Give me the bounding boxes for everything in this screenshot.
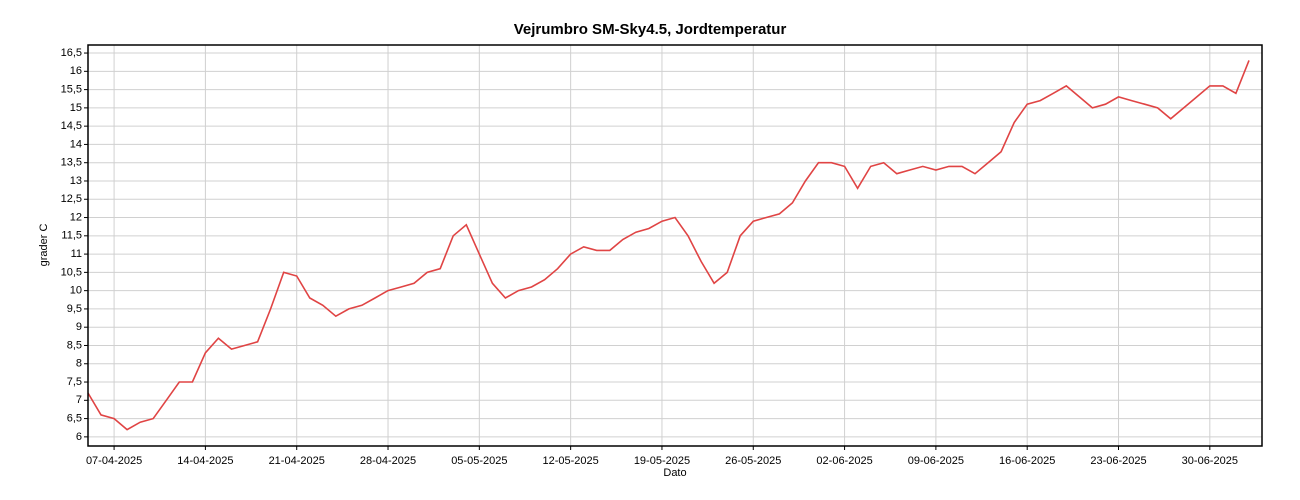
y-tick-label: 8,5 bbox=[67, 339, 82, 351]
plot-frame bbox=[87, 44, 1263, 447]
y-tick-label: 7,5 bbox=[67, 376, 82, 388]
x-tick-label: 19-05-2025 bbox=[634, 455, 690, 467]
y-tick-label: 14 bbox=[70, 138, 82, 150]
y-tick-label: 7 bbox=[76, 394, 82, 406]
y-tick-label: 10,5 bbox=[61, 266, 82, 278]
x-tick-label: 30-06-2025 bbox=[1182, 455, 1238, 467]
x-tick-label: 05-05-2025 bbox=[451, 455, 507, 467]
plot-area bbox=[88, 45, 1262, 446]
y-tick-label: 11,5 bbox=[61, 230, 82, 242]
y-tick-label: 12 bbox=[70, 211, 82, 223]
y-tick-label: 9 bbox=[76, 321, 82, 333]
x-tick-label: 26-05-2025 bbox=[725, 455, 781, 467]
x-tick-label: 09-06-2025 bbox=[908, 455, 964, 467]
x-tick-label: 02-06-2025 bbox=[816, 455, 872, 467]
y-tick-label: 6 bbox=[76, 431, 82, 443]
x-axis-label: Dato bbox=[663, 467, 686, 479]
y-tick-label: 15,5 bbox=[61, 84, 82, 96]
y-tick-label: 13 bbox=[70, 175, 82, 187]
chart-title: Vejrumbro SM-Sky4.5, Jordtemperatur bbox=[514, 21, 787, 38]
y-tick-label: 13,5 bbox=[61, 157, 82, 169]
y-tick-label: 14,5 bbox=[61, 120, 82, 132]
y-tick-label: 10 bbox=[70, 285, 82, 297]
x-tick-label: 12-05-2025 bbox=[543, 455, 599, 467]
x-tick-label: 28-04-2025 bbox=[360, 455, 416, 467]
x-tick-label: 07-04-2025 bbox=[86, 455, 142, 467]
y-tick-label: 15 bbox=[70, 102, 82, 114]
x-tick-label: 14-04-2025 bbox=[177, 455, 233, 467]
y-tick-label: 16,5 bbox=[61, 47, 82, 59]
y-tick-label: 16 bbox=[70, 65, 82, 77]
y-tick-label: 6,5 bbox=[67, 412, 82, 424]
y-axis-label: grader C bbox=[38, 224, 50, 267]
x-tick-label: 16-06-2025 bbox=[999, 455, 1055, 467]
x-tick-label: 23-06-2025 bbox=[1090, 455, 1146, 467]
y-tick-label: 8 bbox=[76, 358, 82, 370]
data-line bbox=[87, 60, 1250, 431]
x-tick-label: 21-04-2025 bbox=[269, 455, 325, 467]
y-tick-label: 9,5 bbox=[67, 303, 82, 315]
y-tick-label: 12,5 bbox=[61, 193, 82, 205]
y-tick-label: 11 bbox=[71, 248, 82, 260]
